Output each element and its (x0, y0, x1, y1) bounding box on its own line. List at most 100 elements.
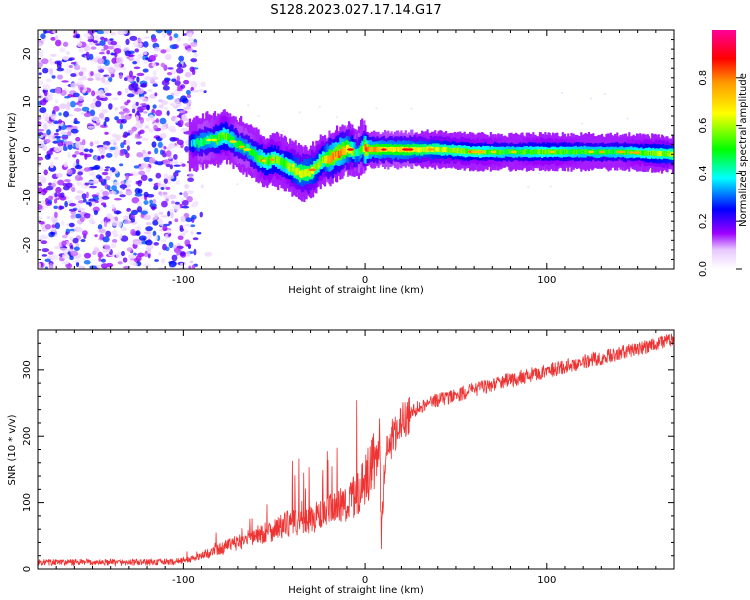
noise-speckle (82, 198, 87, 203)
noise-speckle (95, 76, 102, 81)
noise-speckle (146, 233, 153, 239)
noise-speckle (76, 81, 84, 86)
noise-speckle (176, 75, 180, 82)
noise-speckle (84, 182, 90, 186)
noise-speckle (102, 236, 110, 243)
noise-speckle (156, 161, 164, 166)
spectrogram-y-tick-label: 10 (22, 95, 33, 108)
noise-speckle (185, 217, 193, 223)
noise-speckle (257, 115, 260, 118)
noise-speckle (123, 220, 132, 224)
noise-speckle (48, 263, 54, 269)
noise-speckle (626, 117, 629, 120)
noise-speckle (83, 212, 91, 219)
noise-speckle (74, 213, 82, 219)
noise-speckle (49, 68, 54, 75)
noise-speckle (103, 59, 110, 66)
noise-speckle (105, 230, 111, 238)
noise-speckle (50, 231, 56, 235)
noise-speckle (137, 180, 142, 187)
noise-speckle (119, 163, 124, 167)
noise-speckle (101, 196, 110, 200)
spectrogram-y-tick-label: -10 (22, 189, 33, 205)
noise-speckle (174, 91, 180, 97)
noise-speckle (175, 180, 181, 186)
noise-speckle (98, 228, 106, 234)
noise-speckle (154, 92, 158, 97)
noise-speckle (50, 161, 54, 168)
noise-speckle (166, 229, 171, 234)
colorbar-tick-label: 0.0 (698, 261, 709, 277)
noise-speckle (145, 166, 152, 174)
noise-speckle (175, 205, 181, 209)
noise-speckle (78, 146, 85, 153)
noise-speckle (144, 125, 149, 128)
noise-speckle (117, 261, 123, 265)
noise-speckle (181, 117, 189, 122)
noise-speckle (38, 183, 43, 187)
noise-speckle (117, 221, 122, 228)
noise-speckle (159, 117, 167, 125)
noise-speckle (143, 59, 148, 65)
noise-speckle (80, 239, 86, 243)
noise-speckle (108, 190, 117, 195)
noise-speckle (64, 141, 73, 146)
noise-speckle (138, 96, 146, 100)
spectrogram-peak (478, 150, 483, 154)
noise-speckle (64, 96, 71, 99)
noise-speckle (236, 183, 239, 186)
spectrogram-peak (238, 145, 245, 149)
noise-speckle (128, 54, 135, 57)
noise-speckle (51, 75, 56, 79)
noise-speckle (185, 89, 191, 95)
noise-speckle (50, 116, 57, 120)
noise-speckle (142, 68, 149, 73)
noise-speckle (95, 90, 101, 96)
noise-speckle (162, 85, 170, 91)
noise-speckle (163, 106, 169, 111)
noise-speckle (118, 111, 125, 115)
noise-speckle (70, 62, 77, 65)
noise-speckle (63, 110, 70, 118)
noise-speckle (131, 197, 140, 204)
noise-speckle (92, 40, 98, 44)
noise-speckle (38, 115, 42, 121)
noise-speckle (165, 197, 169, 202)
noise-speckle (47, 251, 54, 255)
noise-speckle (42, 84, 51, 91)
noise-speckle (70, 125, 78, 130)
noise-speckle (143, 111, 148, 114)
noise-speckle (97, 147, 106, 152)
noise-speckle (65, 263, 73, 269)
noise-speckle (142, 149, 146, 154)
noise-speckle (120, 113, 125, 120)
noise-speckle (74, 64, 81, 71)
noise-speckle (66, 101, 71, 109)
noise-speckle (188, 173, 194, 177)
noise-speckle (158, 104, 164, 109)
noise-speckle (73, 246, 80, 251)
noise-speckle (139, 116, 145, 124)
noise-speckle (100, 202, 107, 206)
noise-speckle (159, 219, 164, 227)
noise-speckle (103, 44, 109, 51)
spectrogram-peak (211, 138, 218, 142)
noise-speckle (137, 88, 144, 95)
spectrogram-frame (37, 29, 675, 270)
noise-speckle (46, 129, 51, 136)
noise-speckle (97, 65, 102, 70)
noise-speckle (176, 67, 184, 74)
noise-speckle (56, 137, 61, 143)
noise-speckle (170, 128, 177, 133)
noise-speckle (184, 146, 189, 152)
noise-speckle (193, 52, 199, 58)
noise-speckle (176, 36, 181, 42)
noise-speckle (63, 55, 69, 61)
spectrogram-peak (261, 159, 266, 162)
noise-speckle (190, 41, 198, 48)
noise-speckle (164, 30, 173, 34)
noise-speckle (143, 36, 150, 39)
noise-speckle (129, 35, 138, 41)
noise-speckle (155, 30, 163, 34)
